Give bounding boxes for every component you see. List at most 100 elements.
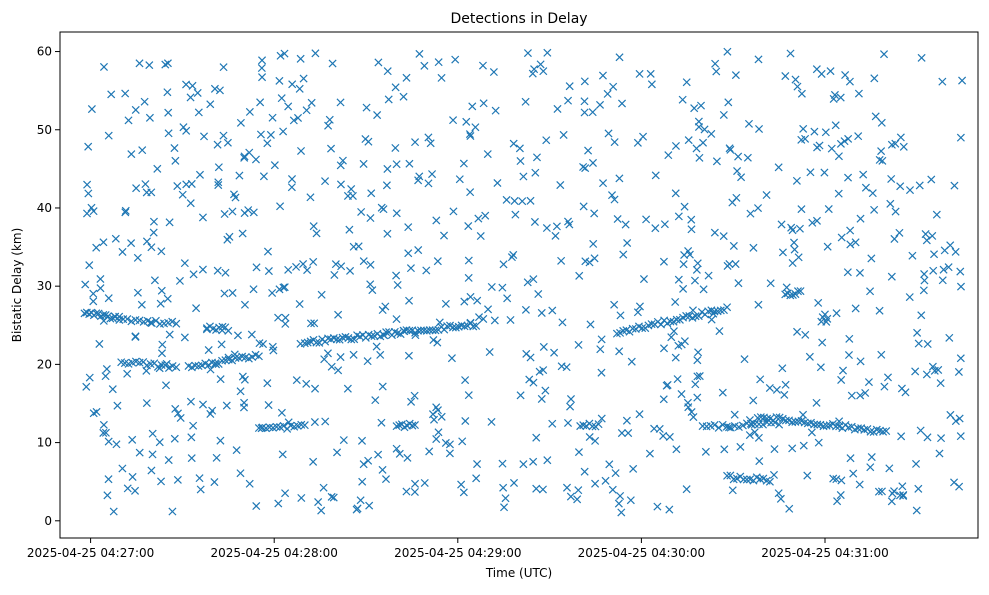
data-point — [562, 483, 572, 492]
data-point — [424, 133, 433, 142]
data-point — [824, 205, 833, 214]
data-point — [629, 464, 638, 473]
data-point — [699, 138, 708, 147]
data-point — [101, 311, 110, 320]
data-point — [279, 283, 288, 292]
data-point — [737, 173, 746, 182]
data-point — [299, 74, 308, 83]
data-point — [522, 349, 531, 358]
data-point — [464, 222, 473, 231]
data-point — [851, 238, 860, 247]
data-point — [204, 360, 213, 369]
data-point — [376, 350, 385, 359]
data-point — [635, 410, 644, 419]
data-point — [866, 427, 875, 436]
data-point — [732, 193, 741, 202]
data-point — [96, 312, 105, 321]
data-point — [667, 333, 676, 342]
data-point — [219, 131, 228, 140]
data-point — [164, 108, 173, 117]
data-point — [483, 150, 492, 159]
data-point — [879, 427, 888, 436]
data-point — [326, 144, 336, 153]
data-point — [104, 475, 113, 484]
data-point — [550, 348, 559, 357]
data-point — [877, 147, 886, 156]
data-point — [127, 150, 136, 159]
data-point — [754, 433, 763, 442]
data-point — [659, 344, 669, 353]
data-point — [810, 420, 819, 429]
data-point — [896, 182, 905, 191]
data-point — [405, 296, 414, 305]
data-point — [923, 340, 932, 349]
data-point — [92, 309, 101, 318]
data-point — [813, 143, 822, 152]
data-point — [584, 146, 593, 155]
data-point — [672, 315, 681, 324]
data-point — [575, 271, 584, 280]
data-point — [617, 99, 627, 108]
data-point — [597, 335, 606, 344]
data-point — [723, 303, 732, 312]
data-point — [268, 113, 277, 122]
data-point — [511, 210, 520, 219]
data-point — [312, 338, 321, 347]
data-point — [441, 299, 450, 308]
data-point — [408, 421, 417, 430]
data-point — [366, 260, 375, 269]
data-point — [598, 71, 607, 80]
data-point — [143, 316, 152, 325]
data-point — [521, 305, 530, 314]
data-point — [289, 116, 298, 125]
data-point — [145, 61, 154, 70]
data-point — [526, 196, 535, 205]
data-point — [172, 319, 181, 328]
data-point — [786, 291, 795, 300]
data-point — [434, 428, 443, 437]
data-point — [712, 157, 721, 166]
y-tick-label: 40 — [37, 201, 52, 215]
data-point — [684, 136, 693, 145]
data-point — [349, 242, 358, 251]
data-point — [897, 384, 906, 393]
data-point — [186, 93, 195, 102]
data-point — [296, 54, 305, 63]
data-point — [424, 179, 433, 188]
data-point — [687, 225, 696, 234]
data-point — [429, 335, 438, 345]
data-point — [749, 243, 758, 252]
data-point — [145, 113, 154, 122]
data-point — [359, 257, 368, 266]
data-point — [720, 445, 729, 454]
data-point — [671, 297, 680, 307]
data-point — [635, 69, 644, 78]
data-point — [930, 250, 939, 259]
data-point — [101, 428, 110, 437]
data-point — [745, 431, 754, 440]
data-point — [794, 417, 803, 426]
data-point — [219, 63, 228, 72]
data-point — [750, 428, 759, 437]
data-point — [474, 313, 484, 322]
data-point — [336, 180, 345, 189]
data-point — [674, 212, 683, 221]
data-point — [778, 248, 787, 257]
data-point — [309, 257, 318, 266]
data-point — [175, 276, 184, 285]
data-point — [135, 448, 144, 457]
data-point — [404, 223, 413, 232]
y-axis-label: Bistatic Delay (km) — [10, 228, 24, 343]
data-point — [539, 366, 548, 375]
data-point — [297, 420, 306, 429]
data-point — [754, 55, 763, 64]
data-point — [868, 189, 877, 198]
data-point — [433, 338, 442, 347]
data-point — [739, 475, 748, 484]
data-point — [818, 338, 827, 347]
data-point — [672, 445, 681, 454]
data-point — [659, 431, 668, 440]
data-point — [121, 206, 130, 215]
data-point — [411, 138, 420, 147]
data-point — [325, 115, 334, 124]
